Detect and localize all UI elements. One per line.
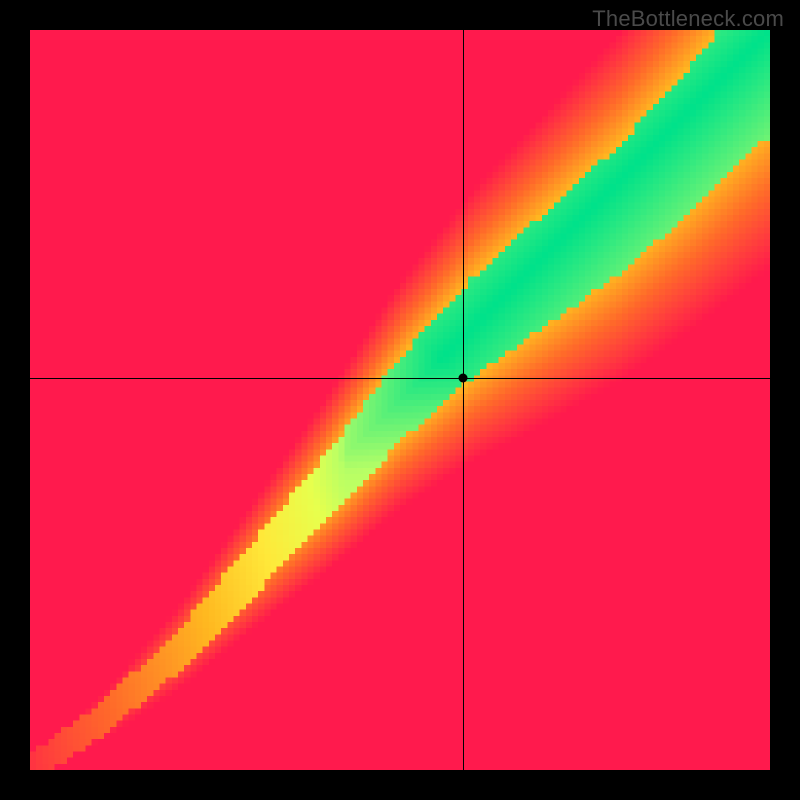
crosshair-vertical [463, 30, 464, 770]
crosshair-point [458, 373, 467, 382]
crosshair-horizontal [30, 378, 770, 379]
watermark-text: TheBottleneck.com [592, 6, 784, 32]
heatmap-canvas [30, 30, 770, 770]
chart-container: TheBottleneck.com [0, 0, 800, 800]
